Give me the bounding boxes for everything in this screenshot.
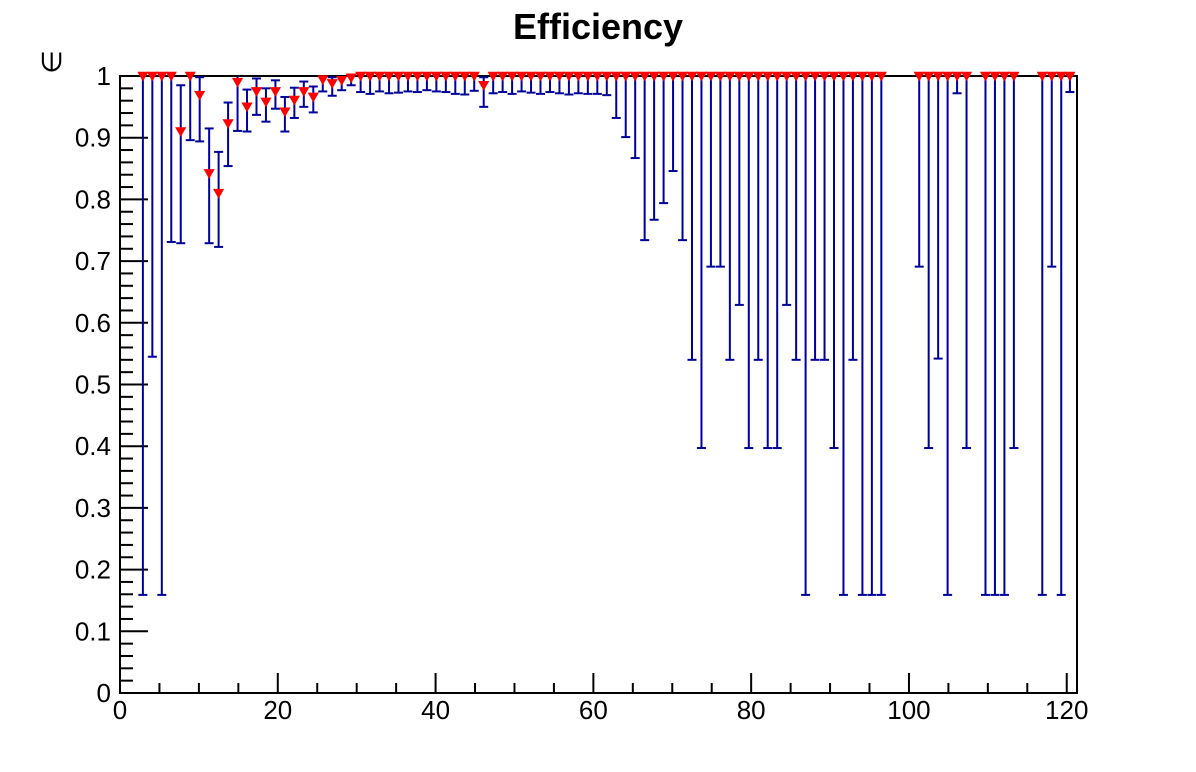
svg-text:80: 80 (737, 695, 766, 725)
svg-text:0.8: 0.8 (75, 184, 111, 214)
svg-text:0: 0 (97, 678, 111, 708)
svg-text:120: 120 (1045, 695, 1088, 725)
svg-text:0.9: 0.9 (75, 123, 111, 153)
y-axis-title: ∈ (36, 50, 67, 74)
svg-text:0.2: 0.2 (75, 555, 111, 585)
svg-text:0.3: 0.3 (75, 493, 111, 523)
svg-text:20: 20 (263, 695, 292, 725)
svg-text:0: 0 (113, 695, 127, 725)
svg-text:0.1: 0.1 (75, 616, 111, 646)
svg-text:100: 100 (887, 695, 930, 725)
svg-text:0.7: 0.7 (75, 246, 111, 276)
svg-text:0.5: 0.5 (75, 370, 111, 400)
svg-text:60: 60 (579, 695, 608, 725)
svg-text:40: 40 (421, 695, 450, 725)
svg-text:0.4: 0.4 (75, 431, 111, 461)
svg-text:0.6: 0.6 (75, 308, 111, 338)
svg-text:1: 1 (97, 61, 111, 91)
chart-title: Efficiency (512, 6, 684, 47)
